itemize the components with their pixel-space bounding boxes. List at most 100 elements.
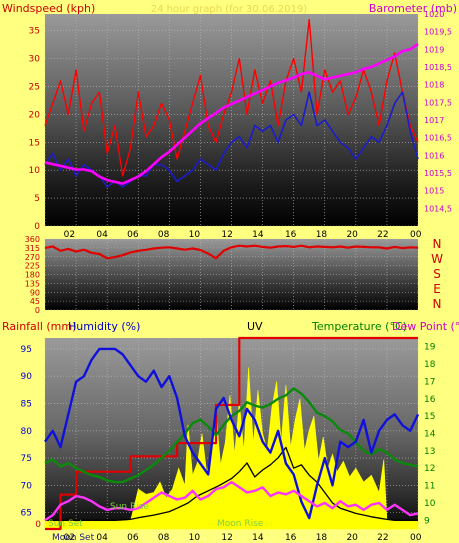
x-tick-label: 18 (316, 230, 328, 240)
direction-tick: 45 (30, 297, 40, 306)
humidity-tick: 65 (21, 509, 32, 519)
direction-tick: 90 (30, 288, 40, 297)
temperature-tick: 19 (424, 343, 436, 353)
humidity-tick: 70 (21, 481, 33, 491)
temperature-tick: 18 (424, 360, 436, 370)
dew-point-axis-label: Dew Point (°C) (392, 320, 459, 333)
barometer-tick: 1017,5 (424, 98, 452, 107)
x-tick-label: 20 (346, 533, 358, 543)
windspeed-tick: 0 (34, 222, 40, 232)
solar-line (45, 446, 418, 521)
windspeed-tick: 15 (29, 138, 40, 148)
x-tick-label: 06 (127, 533, 139, 543)
humidity-axis-label: Humidity (%) (68, 320, 140, 333)
barometer-tick: 1019,5 (424, 28, 452, 37)
temperature-tick: 12 (424, 464, 435, 474)
direction-line (44, 244, 419, 260)
barometer-tick: 1018,5 (424, 63, 452, 72)
rain-line (45, 336, 418, 531)
barometer-tick: 1015,5 (424, 169, 452, 178)
direction-tick: 180 (25, 271, 40, 280)
barometer-axis-label: Barometer (mb) (369, 2, 457, 15)
dew-point-line (44, 480, 419, 522)
barometer-tick: 1014,5 (424, 204, 452, 213)
direction-tick: 0 (35, 306, 40, 315)
moonset-annotation: Moon Set (52, 533, 95, 543)
sunset-annotation: Sun Set (48, 519, 83, 529)
barometer-tick: 1015 (424, 187, 444, 196)
windspeed-tick-labels: 0 5 10 15 20 25 30 35 (29, 27, 41, 232)
x-tick-label: 10 (189, 230, 201, 240)
direction-tick: 225 (25, 262, 40, 271)
x-tick-label: 12 (221, 533, 232, 543)
temperature-tick-labels: 9 10 11 12 13 14 15 16 17 18 19 (424, 343, 436, 527)
temperature-tick: 16 (424, 395, 436, 405)
direction-series (44, 244, 419, 260)
temperature-tick: 9 (424, 516, 430, 526)
direction-tick: 135 (25, 279, 40, 288)
windspeed-tick: 10 (29, 166, 41, 176)
barometer-tick: 1016,5 (424, 134, 452, 143)
compass-label: N (433, 297, 442, 311)
direction-tick: 360 (25, 235, 40, 244)
barometer-line (44, 42, 419, 185)
x-tick-label: 16 (285, 533, 297, 543)
x-tick-label: 18 (316, 533, 328, 543)
moonrise-annotation: Moon Rise (217, 519, 264, 529)
avg_wind-line (44, 91, 419, 188)
x-tick-label: 02 (64, 533, 75, 543)
compass-label: S (433, 267, 441, 281)
barometer-tick: 1017 (424, 116, 444, 125)
barometer-tick: 1019 (424, 45, 444, 54)
x-tick-label: 22 (377, 533, 388, 543)
windspeed-tick: 35 (29, 27, 40, 37)
temperature-axis-label: Temperature (°C) (311, 320, 407, 333)
compass-label: E (433, 282, 441, 296)
direction-tick: 315 (25, 244, 40, 253)
x-tick-label: 08 (158, 533, 170, 543)
barometer-tick: 1020 (424, 10, 444, 19)
windspeed-tick: 25 (29, 83, 40, 93)
humidity-tick: 90 (21, 372, 33, 382)
temperature-tick: 15 (424, 412, 435, 422)
chart-title: 24 hour graph (for 30.06.2019) (151, 4, 308, 15)
temperature-tick: 11 (424, 482, 435, 492)
x-tick-label: 16 (285, 230, 297, 240)
barometer-tick-labels: 1014,5 1015 1015,5 1016 1016,5 1017 1017,5 1018… (424, 10, 452, 213)
x-tick-label: 08 (158, 230, 170, 240)
temperature-tick: 13 (424, 447, 435, 457)
x-tick-label: 20 (346, 230, 358, 240)
bottom-x-tick-labels: 02 04 06 08 10 12 14 16 18 20 22 00 (64, 533, 422, 543)
compass-label: W (431, 252, 443, 266)
x-tick-label: 12 (221, 230, 232, 240)
temperature-tick: 17 (424, 377, 435, 387)
humidity-tick-labels: 65 70 75 80 85 90 95 (21, 345, 33, 519)
direction-tick-labels: 0 90 180 270 360 45 135 225 315 (25, 235, 40, 315)
x-tick-label: 00 (410, 230, 422, 240)
barometer-tick: 1016 (424, 151, 444, 160)
x-tick-label: 00 (410, 533, 422, 543)
windspeed-tick: 5 (34, 194, 40, 204)
x-tick-label: 14 (252, 533, 264, 543)
x-tick-label: 14 (252, 230, 264, 240)
bottom-series (44, 336, 420, 531)
x-tick-label: 22 (377, 230, 388, 240)
temperature-tick: 14 (424, 430, 436, 440)
humidity-tick: 80 (21, 427, 33, 437)
humidity-line (44, 347, 420, 520)
compass-label: N (433, 237, 442, 251)
top-x-tick-labels: 02 04 06 08 10 12 14 16 18 20 22 00 (64, 230, 422, 240)
uv-area (44, 367, 419, 530)
x-tick-label: 10 (189, 533, 201, 543)
humidity-tick: 75 (21, 454, 32, 464)
x-tick-label: 04 (96, 230, 108, 240)
windspeed-axis-label: Windspeed (kph) (2, 2, 95, 15)
temperature-tick: 10 (424, 499, 436, 509)
windspeed-tick: 30 (29, 55, 41, 65)
sunrise-annotation: Sun Rise (110, 502, 149, 512)
top-series (44, 18, 419, 188)
rain-zero-label: 0 (35, 520, 41, 530)
humidity-tick: 85 (21, 399, 32, 409)
rainfall-axis-label: Rainfall (mm) (2, 320, 76, 333)
